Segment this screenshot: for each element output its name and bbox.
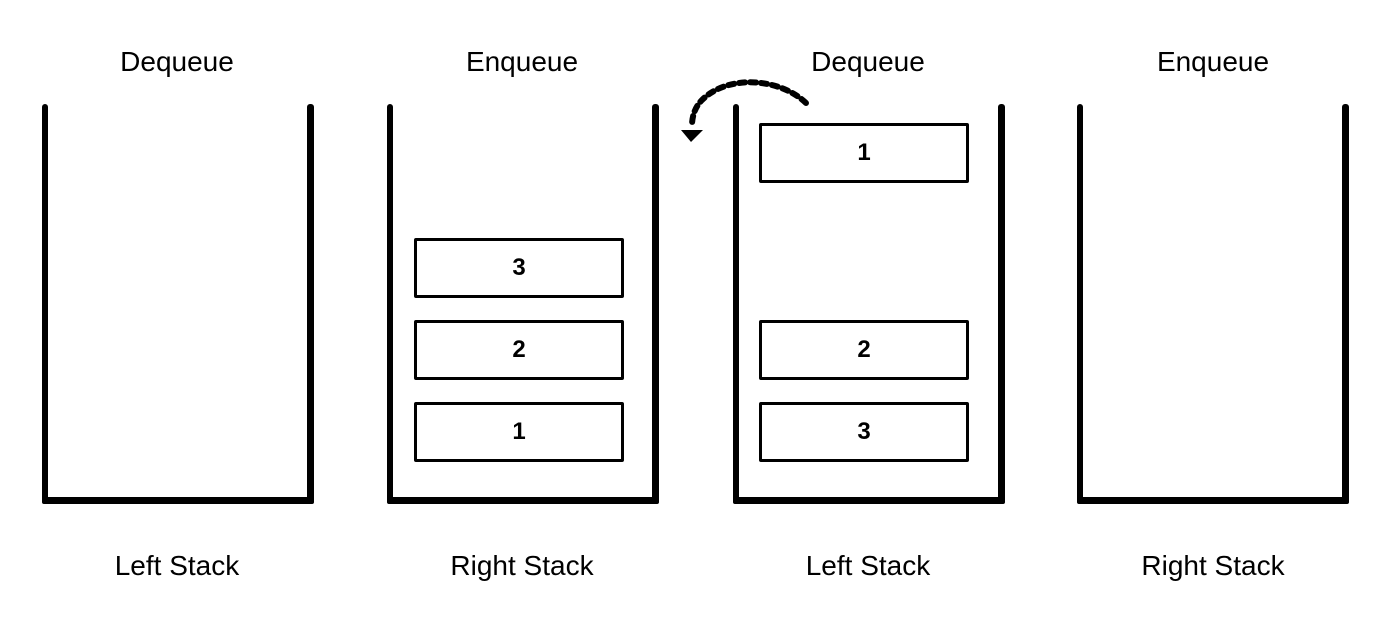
container-left-wall (42, 104, 48, 504)
stack-container: 3 2 1 (387, 104, 659, 504)
stack-container (1077, 104, 1349, 504)
stack-block: 3 (759, 402, 969, 462)
stack-container: 1 2 3 (733, 104, 1005, 504)
container-left-wall (387, 104, 393, 504)
stack-label: Left Stack (805, 550, 931, 581)
container-right-wall (652, 104, 659, 504)
stack-label: Right Stack (450, 550, 594, 581)
panel-right-stack-1: Enqueue 3 2 1 Right Stack (349, 0, 695, 632)
container-bottom-wall (42, 497, 314, 504)
container-left-wall (733, 104, 739, 504)
operation-label: Enqueue (465, 46, 579, 77)
container-bottom-wall (387, 497, 659, 504)
stack-block: 2 (759, 320, 969, 380)
dotted-arrow-icon (681, 79, 809, 142)
operation-label: Enqueue (1156, 46, 1270, 77)
stack-block: 2 (414, 320, 624, 380)
container-right-wall (307, 104, 314, 504)
container-bottom-wall (733, 497, 1005, 504)
stack-label: Left Stack (114, 550, 240, 581)
stack-block-popped: 1 (759, 123, 969, 183)
stack-label: Right Stack (1141, 550, 1285, 581)
container-left-wall (1077, 104, 1083, 504)
container-right-wall (998, 104, 1005, 504)
container-bottom-wall (1077, 497, 1349, 504)
panel-left-stack-1: Dequeue Left Stack (4, 0, 350, 632)
panel-left-stack-2: Dequeue 1 2 3 Left Stack (695, 0, 1041, 632)
stack-container (42, 104, 314, 504)
panel-right-stack-2: Enqueue Right Stack (1040, 0, 1386, 632)
container-right-wall (1342, 104, 1349, 504)
operation-label: Dequeue (811, 46, 925, 77)
stack-block: 3 (414, 238, 624, 298)
operation-label: Dequeue (120, 46, 234, 77)
stack-block: 1 (414, 402, 624, 462)
